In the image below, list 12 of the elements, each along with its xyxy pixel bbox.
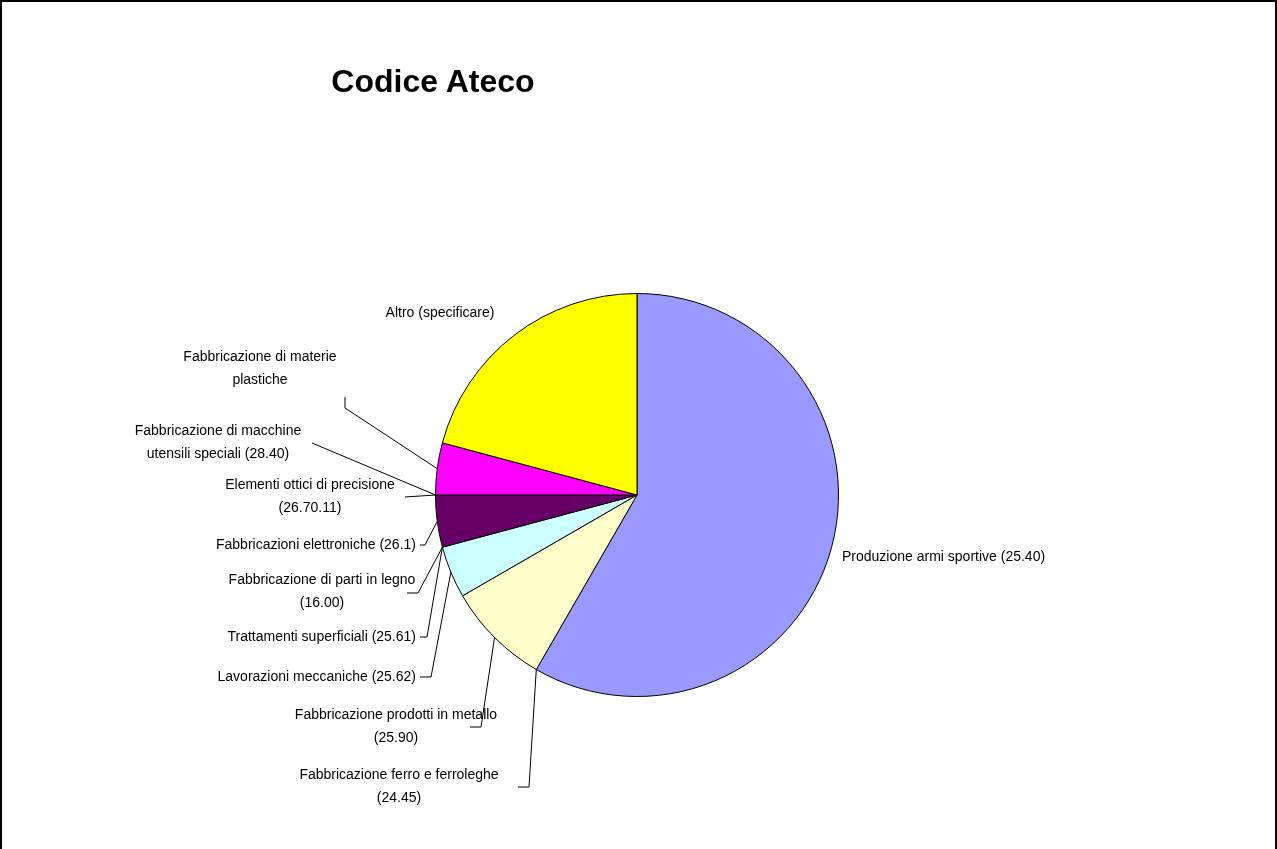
category-label: Trattamenti superficiali (25.61) <box>227 627 416 644</box>
chart-title: Codice Ateco <box>331 62 535 99</box>
slice-label: Produzione armi sportive (25.40) <box>842 547 1046 564</box>
category-label: Fabbricazione di macchine utensili speciali (28.40) <box>134 421 302 461</box>
category-label: Fabbricazione di parti in legno (16.00) <box>228 570 416 610</box>
slice-label: Lavorazioni meccaniche (25.62) <box>217 667 416 684</box>
slice-label: Altro (specificare) <box>385 303 495 320</box>
category-label: Fabbricazione ferro e ferroleghe (24.45) <box>299 765 499 805</box>
slice-label: Fabbricazione prodotti in metallo (25.90) <box>294 705 498 745</box>
slice-label: Fabbricazioni elettroniche (26.1) <box>216 535 416 552</box>
legend-label: Elementi ottici di precisione (26.70.11) <box>225 475 396 515</box>
slice-label: Fabbricazione di materie plastiche <box>183 347 337 387</box>
